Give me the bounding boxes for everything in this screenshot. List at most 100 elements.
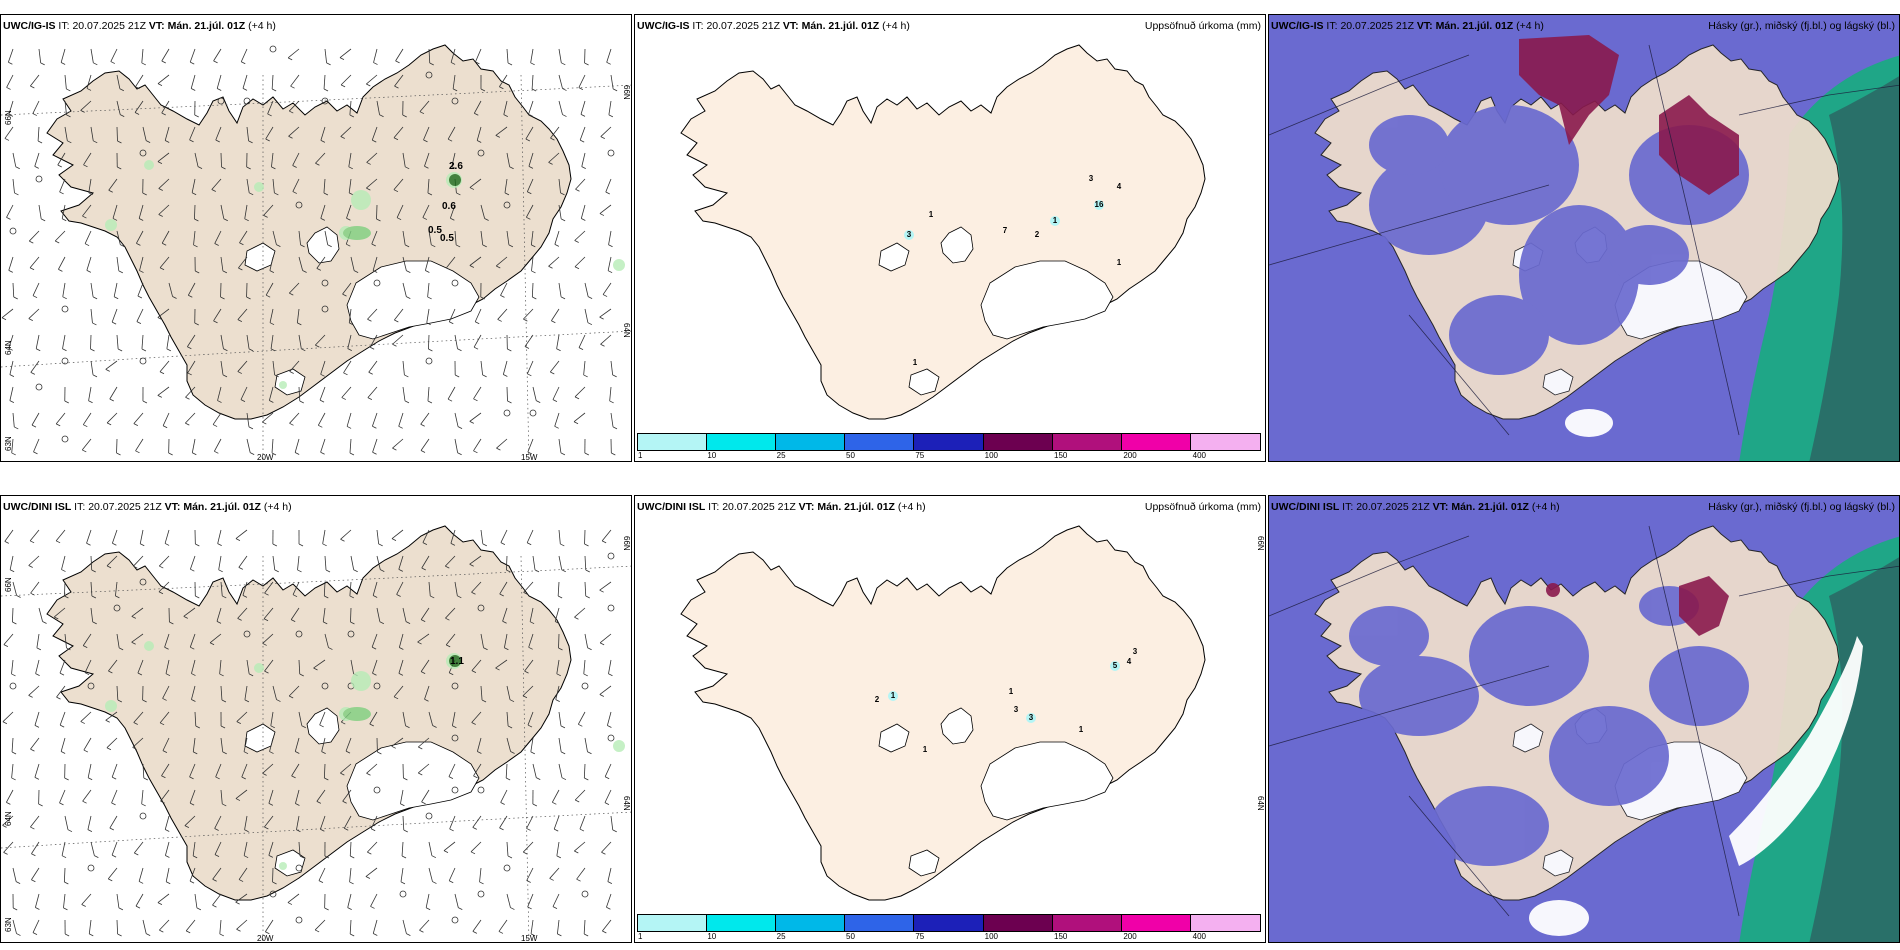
- grid-lines: [1269, 525, 1899, 917]
- colorbar-tick: 75: [915, 932, 925, 941]
- glacier-outline: [878, 723, 910, 753]
- colorbar-segment: [914, 434, 984, 450]
- colorbar-segment: [707, 915, 777, 931]
- rain-value-label: 1: [891, 691, 896, 700]
- panel-header: UWC/DINI ISL IT: 20.07.2025 21Z VT: Mán.…: [637, 501, 926, 513]
- lon-label-20w: 20W: [257, 934, 274, 943]
- rain-value-label: 3: [1089, 174, 1094, 183]
- colorbar-segment: [707, 434, 777, 450]
- glacier-outline: [878, 242, 910, 272]
- rain-value-label: 1: [913, 358, 918, 367]
- cloud-map: [1269, 496, 1899, 942]
- colorbar-segment: [845, 915, 915, 931]
- colorbar-segment: [1121, 434, 1191, 450]
- cloud-panel-row1: UWC/IG-IS IT: 20.07.2025 21Z VT: Mán. 21…: [1268, 14, 1900, 462]
- colorbar-tick: 200: [1123, 451, 1137, 460]
- rain-value-label: 3: [907, 230, 912, 239]
- lat-lon-grid: [1, 555, 631, 942]
- wind-map: [1, 44, 631, 461]
- panel-header: UWC/DINI ISL IT: 20.07.2025 21Z VT: Mán.…: [1271, 501, 1560, 513]
- colorbar-tick: 150: [1054, 932, 1068, 941]
- rain-value-label: 1: [1117, 258, 1122, 267]
- glacier-outline: [908, 849, 940, 877]
- colorbar-tick: 25: [776, 451, 786, 460]
- precip-title: Uppsöfnuð úrkoma (mm): [1144, 20, 1261, 32]
- precip-map: 1 3 7 2 1 3 4 16 1 1: [680, 44, 1206, 420]
- cloud-map: [1269, 15, 1899, 461]
- rain-value-label: 2: [1035, 230, 1040, 239]
- mid-cloud-patches: [1369, 105, 1749, 375]
- lat-label-64: 64N: [4, 340, 13, 355]
- precip-spots: [105, 641, 625, 870]
- cloud-panel-row2: UWC/DINI ISL IT: 20.07.2025 21Z VT: Mán.…: [1268, 495, 1900, 943]
- rain-value-label: 3: [1014, 705, 1019, 714]
- lat-label-63: 63N: [4, 917, 13, 932]
- colorbar-segment: [638, 915, 708, 931]
- glacier-outline: [306, 707, 340, 745]
- panel-header: UWC/DINI ISL IT: 20.07.2025 21Z VT: Mán.…: [3, 501, 292, 513]
- high-cloud-patches: [1519, 35, 1739, 195]
- colorbar-segment: [1190, 434, 1260, 450]
- glacier-outline: [346, 741, 480, 821]
- glacier-outline: [346, 260, 480, 340]
- lat-label-63: 63N: [4, 436, 13, 451]
- rain-value-label: 2: [875, 695, 880, 704]
- colorbar-tick: 100: [984, 932, 999, 941]
- colorbar-segment: [845, 434, 915, 450]
- lon-label-15w: 15W: [521, 934, 538, 943]
- colorbar-tick: 25: [776, 932, 786, 941]
- wind-value-label: 0.5: [440, 233, 454, 244]
- lon-label-20w: 20W: [257, 453, 274, 462]
- lat-label-64-right: 64N: [622, 323, 631, 338]
- colorbar-tick: 1: [638, 932, 643, 941]
- glacier-outline: [908, 368, 940, 396]
- rain-value-label: 3: [1029, 713, 1034, 722]
- rain-value-label: 3: [1133, 647, 1138, 656]
- precip-panel-row1: UWC/IG-IS IT: 20.07.2025 21Z VT: Mán. 21…: [634, 14, 1266, 462]
- colorbar-tick: 100: [984, 451, 999, 460]
- rain-value-label: 1: [1079, 725, 1084, 734]
- colorbar-tick: 150: [1054, 451, 1068, 460]
- rain-value-label: 1: [929, 210, 934, 219]
- precip-blobs: 1 3 7 2 1 3 4 16 1 1: [904, 174, 1122, 367]
- wind-map: [1, 525, 631, 942]
- rain-value-label: 4: [1117, 182, 1122, 191]
- cloud-title: Hásky (gr.), miðský (fj.bl.) og lágský (…: [1708, 20, 1895, 32]
- glacier-outline: [1512, 723, 1544, 753]
- wind-barbs: [1, 45, 618, 456]
- grid-lines: [1269, 44, 1899, 436]
- colorbar-segment: [1121, 915, 1191, 931]
- lat-label-66: 66N: [4, 577, 13, 592]
- colorbar-tick: 200: [1123, 932, 1137, 941]
- iceland-outline: [46, 525, 572, 901]
- glacier-outline: [980, 260, 1114, 340]
- iceland-outline: [46, 44, 572, 420]
- mid-cloud-patches: [1349, 586, 1749, 866]
- rain-value-label: 1: [1053, 216, 1058, 225]
- lat-label-64-right: 64N: [622, 796, 631, 811]
- rain-value-label: 4: [1127, 657, 1132, 666]
- wind-panel-row2: UWC/DINI ISL IT: 20.07.2025 21Z VT: Mán.…: [0, 495, 632, 943]
- glacier-outline: [306, 226, 340, 264]
- panel-header: UWC/IG-IS IT: 20.07.2025 21Z VT: Mán. 21…: [637, 20, 910, 32]
- colorbar-segment: [776, 434, 846, 450]
- precip-colorbar: [637, 433, 1261, 451]
- rain-value-label: 7: [1003, 226, 1008, 235]
- lon-label-15w: 15W: [521, 453, 538, 462]
- iceland-outline: [680, 525, 1206, 901]
- colorbar-tick: 400: [1192, 932, 1207, 941]
- colorbar-segment: [1190, 915, 1260, 931]
- colorbar-tick: 10: [707, 932, 717, 941]
- panel-header: UWC/IG-IS IT: 20.07.2025 21Z VT: Mán. 21…: [1271, 20, 1544, 32]
- iceland-outline: [680, 44, 1206, 420]
- colorbar-segment: [983, 915, 1053, 931]
- rain-value-label: 1: [1009, 687, 1014, 696]
- high-cloud-patches: [1546, 576, 1729, 636]
- glacier-outline: [940, 707, 974, 745]
- panel-header: UWC/IG-IS IT: 20.07.2025 21Z VT: Mán. 21…: [3, 20, 276, 32]
- precip-colorbar: [637, 914, 1261, 932]
- glacier-outline: [980, 741, 1114, 821]
- colorbar-segment: [638, 434, 708, 450]
